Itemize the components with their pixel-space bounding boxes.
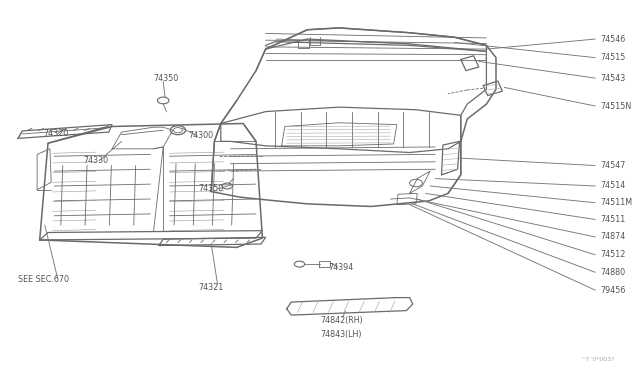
Text: 74321: 74321	[198, 283, 223, 292]
Text: 74843(LH): 74843(LH)	[320, 330, 362, 339]
Text: 74515: 74515	[600, 53, 626, 62]
Text: 74543: 74543	[600, 74, 625, 83]
Text: 74547: 74547	[600, 161, 626, 170]
Text: 79456: 79456	[600, 286, 626, 295]
Text: 74842(RH): 74842(RH)	[320, 316, 363, 325]
Text: SEE SEC.670: SEE SEC.670	[18, 275, 69, 284]
Text: 74514: 74514	[600, 182, 625, 190]
Text: 74515N: 74515N	[600, 102, 632, 110]
Text: 74512: 74512	[600, 250, 626, 259]
Text: ^7´0*003?: ^7´0*003?	[580, 357, 614, 362]
Text: 74350: 74350	[198, 185, 223, 193]
Text: 74880: 74880	[600, 268, 625, 277]
Text: 74511M: 74511M	[600, 198, 632, 207]
Text: 74320: 74320	[44, 129, 68, 138]
Text: 74874: 74874	[600, 232, 625, 241]
Text: 74350: 74350	[154, 74, 179, 83]
Text: 74300: 74300	[189, 131, 214, 140]
Text: 74511: 74511	[600, 215, 625, 224]
Text: 74546: 74546	[600, 35, 625, 44]
Text: 74330: 74330	[83, 156, 108, 165]
Text: 74394: 74394	[328, 263, 353, 272]
